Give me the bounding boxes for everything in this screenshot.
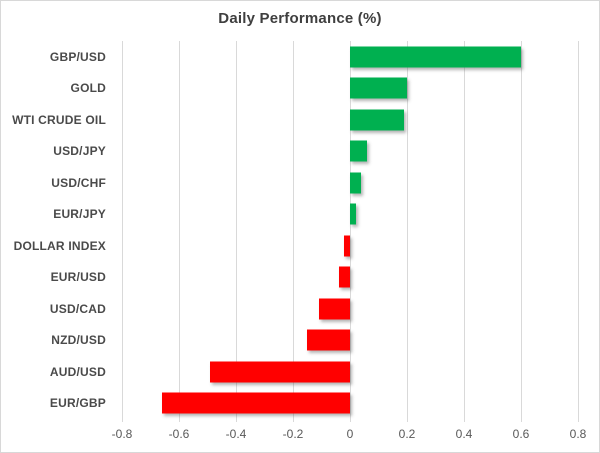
x-tick-label-neg0.4: -0.4	[225, 427, 247, 441]
x-tick-label-neg0.2: -0.2	[282, 427, 304, 441]
gridline--0.8	[121, 41, 123, 422]
gridline-0.2	[406, 41, 408, 422]
bar-row-aud-usd	[122, 356, 578, 388]
bar-eur-gbp	[161, 392, 350, 414]
bar-usd-chf	[350, 172, 362, 194]
bar-dollar-index	[344, 235, 350, 257]
category-label-gold: GOLD	[70, 81, 106, 96]
category-label-usd-jpy: USD/JPY	[53, 144, 106, 159]
gridline--0.2	[292, 41, 294, 422]
x-tick-label-0.4: 0.4	[455, 427, 473, 441]
bar-row-eur-gbp	[122, 388, 578, 420]
category-label-eur-usd: EUR/USD	[50, 270, 106, 285]
bar-usd-jpy	[350, 140, 368, 162]
chart-title: Daily Performance (%)	[218, 10, 382, 27]
bar-usd-cad	[318, 298, 350, 320]
bar-aud-usd	[210, 361, 350, 383]
x-tick-label-neg0.8: -0.8	[111, 427, 133, 441]
bar-gbp-usd	[350, 46, 521, 68]
category-label-usd-chf: USD/CHF	[51, 175, 106, 190]
bar-row-usd-cad	[122, 293, 578, 325]
category-label-dollar-index: DOLLAR INDEX	[13, 238, 106, 253]
category-label-eur-gbp: EUR/GBP	[49, 396, 106, 411]
bar-row-wti-crude-oil	[122, 104, 578, 136]
gridline--0.4	[235, 41, 237, 422]
bar-row-nzd-usd	[122, 325, 578, 357]
bar-row-usd-chf	[122, 167, 578, 199]
plot-area	[121, 41, 579, 422]
bar-eur-usd	[338, 266, 350, 288]
gridline-0.6	[520, 41, 522, 422]
gridline-0.4	[463, 41, 465, 422]
bar-row-eur-jpy	[122, 199, 578, 231]
category-label-aud-usd: AUD/USD	[49, 364, 106, 379]
gridline--0.6	[178, 41, 180, 422]
category-label-gbp-usd: GBP/USD	[49, 49, 106, 64]
x-tick-label-0: 0	[346, 427, 354, 441]
bar-gold	[350, 77, 407, 99]
gridline-0.8	[577, 41, 579, 422]
bar-row-gbp-usd	[122, 41, 578, 73]
bar-nzd-usd	[307, 329, 350, 351]
x-tick-label-0.6: 0.6	[512, 427, 530, 441]
x-tick-label-neg0.6: -0.6	[168, 427, 190, 441]
category-label-eur-jpy: EUR/JPY	[53, 207, 106, 222]
bar-wti-crude-oil	[350, 109, 405, 131]
category-label-usd-cad: USD/CAD	[49, 301, 106, 316]
bar-rows	[122, 41, 578, 419]
bar-eur-jpy	[350, 203, 356, 225]
bar-row-gold	[122, 73, 578, 105]
x-tick-label-0.8: 0.8	[569, 427, 587, 441]
category-axis: GBP/USD GOLD WTI CRUDE OIL USD/JPY USD/CHF EU…	[7, 41, 106, 419]
category-label-nzd-usd: NZD/USD	[51, 333, 106, 348]
bar-row-eur-usd	[122, 262, 578, 294]
bar-row-usd-jpy	[122, 136, 578, 168]
x-tick-label-0.2: 0.2	[398, 427, 416, 441]
value-axis: -0.8 -0.6 -0.4 -0.2 0 0.2 0.4 0.6 0.8	[112, 427, 587, 443]
bar-row-dollar-index	[122, 230, 578, 262]
category-label-wti-crude-oil: WTI CRUDE OIL	[12, 112, 106, 127]
gridline-0	[349, 41, 351, 422]
